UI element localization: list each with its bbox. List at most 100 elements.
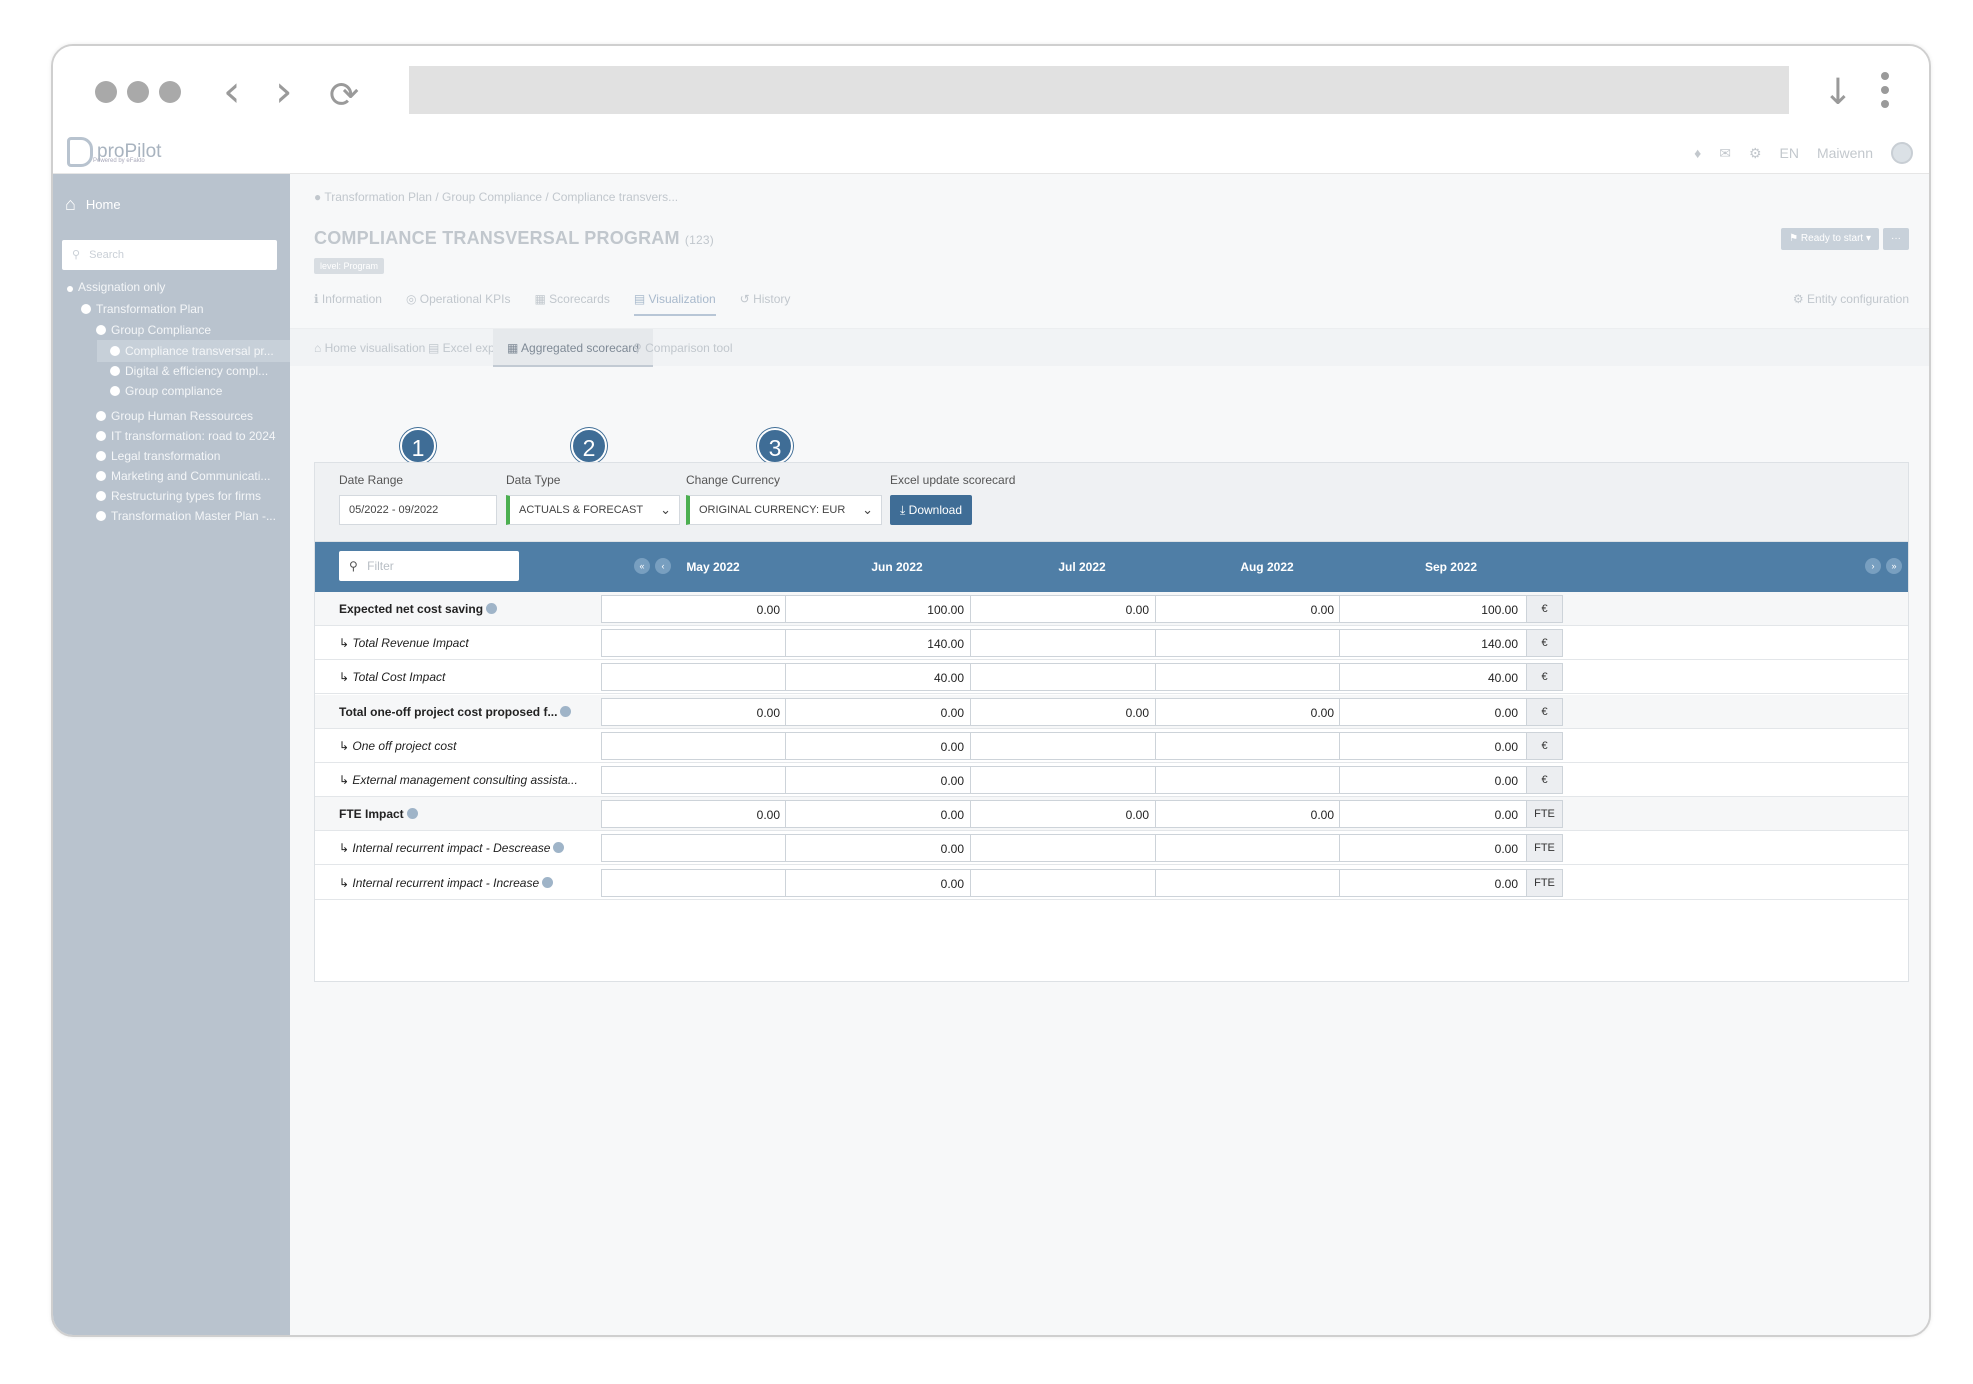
expand-icon[interactable] <box>96 411 106 421</box>
value-input[interactable]: 0.00 <box>601 595 789 623</box>
sidebar-tree-item[interactable]: Group compliance <box>110 384 222 398</box>
value-input[interactable]: 0.00 <box>1155 595 1343 623</box>
expand-icon[interactable] <box>96 511 106 521</box>
logo[interactable]: proPilot <box>67 137 161 167</box>
value-input[interactable] <box>970 629 1158 658</box>
more-button[interactable]: ··· <box>1883 228 1909 250</box>
value-input[interactable]: 0.00 <box>1339 766 1527 794</box>
value-input[interactable]: 0.00 <box>1339 800 1527 829</box>
value-input[interactable] <box>601 731 789 760</box>
value-input[interactable] <box>1155 868 1343 897</box>
value-input[interactable] <box>1155 663 1343 692</box>
value-input[interactable]: 0.00 <box>785 834 973 863</box>
value-input[interactable] <box>1155 629 1343 658</box>
value-input[interactable] <box>601 629 789 658</box>
sidebar-home[interactable]: ⌂ Home <box>65 194 121 215</box>
language-select[interactable]: EN <box>1779 145 1799 161</box>
info-icon[interactable] <box>560 705 572 717</box>
value-input[interactable]: 0.00 <box>785 868 973 897</box>
sidebar-tree-item[interactable]: Group Compliance <box>96 323 211 337</box>
forward-icon[interactable]: › <box>275 66 293 117</box>
tab-visualization[interactable]: ▤ Visualization <box>633 292 716 316</box>
tab-history[interactable]: ↺ History <box>739 292 791 306</box>
expand-icon[interactable] <box>110 346 120 356</box>
value-input[interactable] <box>970 663 1158 692</box>
expand-icon[interactable] <box>96 431 106 441</box>
tab-operational-kpis[interactable]: ◎ Operational KPIs <box>405 292 511 306</box>
value-input[interactable] <box>601 868 789 897</box>
info-icon[interactable] <box>542 876 554 888</box>
value-input[interactable]: 0.00 <box>785 800 973 829</box>
expand-icon[interactable] <box>110 366 120 376</box>
mail-icon[interactable]: ✉ <box>1719 144 1731 161</box>
expand-icon[interactable] <box>96 471 106 481</box>
download-icon[interactable]: ↓ <box>1822 72 1853 113</box>
info-icon[interactable] <box>553 842 565 854</box>
value-input[interactable] <box>601 834 789 863</box>
expand-icon[interactable] <box>110 386 120 396</box>
sidebar-tree-item[interactable]: Legal transformation <box>96 449 220 463</box>
subtab-aggregated-scorecard[interactable]: ▦ Aggregated scorecard <box>493 329 654 367</box>
value-input[interactable]: 0.00 <box>1339 834 1527 863</box>
info-icon[interactable] <box>406 808 418 820</box>
reload-icon[interactable]: ⟳ <box>329 75 360 116</box>
status-dropdown[interactable]: ⚑ Ready to start ▾ <box>1781 228 1879 250</box>
sidebar-tree-item[interactable]: Compliance transversal pr... <box>110 344 274 358</box>
sidebar-tree-item[interactable]: Marketing and Communicati... <box>96 469 270 483</box>
value-input[interactable] <box>601 663 789 692</box>
value-input[interactable]: 0.00 <box>785 766 973 794</box>
value-input[interactable]: 0.00 <box>1339 697 1527 726</box>
value-input[interactable]: 0.00 <box>970 697 1158 726</box>
breadcrumb-item[interactable]: Transformation Plan <box>324 190 432 204</box>
currency-select[interactable]: ORIGINAL CURRENCY: EUR ⌄ <box>686 495 882 525</box>
value-input[interactable] <box>601 766 789 794</box>
value-input[interactable]: 0.00 <box>785 731 973 760</box>
tab-information[interactable]: ℹ Information <box>314 292 382 306</box>
value-input[interactable]: 140.00 <box>1339 629 1527 658</box>
window-dot-icon[interactable] <box>127 81 149 103</box>
window-dot-icon[interactable] <box>159 81 181 103</box>
value-input[interactable] <box>970 868 1158 897</box>
sidebar-tree-item[interactable]: Assignation only <box>67 280 165 294</box>
sidebar-tree-item[interactable]: Restructuring types for firms <box>96 489 261 503</box>
subtab-comparison-tool[interactable]: ⚲ Comparison tool <box>633 341 733 355</box>
data-type-select[interactable]: ACTUALS & FORECAST ⌄ <box>506 495 680 525</box>
window-dot-icon[interactable] <box>95 81 117 103</box>
table-filter-input[interactable]: ⚲ Filter <box>339 551 519 581</box>
user-name[interactable]: Maiwenn <box>1816 145 1873 161</box>
value-input[interactable]: 0.00 <box>601 800 789 829</box>
entity-configuration-link[interactable]: ⚙ Entity configuration <box>1792 292 1909 306</box>
info-icon[interactable] <box>486 603 498 614</box>
avatar[interactable] <box>1891 142 1913 164</box>
value-input[interactable] <box>1155 766 1343 794</box>
value-input[interactable]: 0.00 <box>601 697 789 726</box>
expand-icon[interactable] <box>96 325 106 335</box>
kebab-menu-icon[interactable] <box>1881 72 1889 114</box>
value-input[interactable]: 0.00 <box>970 800 1158 829</box>
value-input[interactable]: 0.00 <box>970 595 1158 623</box>
last-page-icon[interactable]: » <box>1886 558 1902 574</box>
value-input[interactable]: 40.00 <box>785 663 973 692</box>
sidebar-tree-item[interactable]: Transformation Plan <box>81 302 204 316</box>
url-bar[interactable] <box>409 66 1789 114</box>
value-input[interactable]: 100.00 <box>1339 595 1527 623</box>
prev-page-icon[interactable]: ‹ <box>655 558 671 574</box>
value-input[interactable] <box>970 731 1158 760</box>
bell-icon[interactable]: ♦ <box>1694 145 1702 161</box>
value-input[interactable]: 0.00 <box>1339 731 1527 760</box>
date-range-input[interactable]: 05/2022 - 09/2022 <box>339 495 497 525</box>
value-input[interactable]: 140.00 <box>785 629 973 658</box>
value-input[interactable] <box>970 766 1158 794</box>
sidebar-tree-item[interactable]: IT transformation: road to 2024 <box>96 429 276 443</box>
next-page-icon[interactable]: › <box>1865 558 1881 574</box>
expand-icon[interactable] <box>96 491 106 501</box>
value-input[interactable]: 100.00 <box>785 595 973 623</box>
sidebar-tree-item[interactable]: Group Human Ressources <box>96 409 253 423</box>
tab-scorecards[interactable]: ▦ Scorecards <box>534 292 610 306</box>
value-input[interactable]: 0.00 <box>785 697 973 726</box>
gear-icon[interactable]: ⚙ <box>1748 144 1762 161</box>
sidebar-tree-item[interactable]: Digital & efficiency compl... <box>110 364 268 378</box>
expand-icon[interactable] <box>81 304 91 314</box>
download-button[interactable]: ⤓ Download <box>890 495 973 525</box>
expand-icon[interactable] <box>96 451 106 461</box>
